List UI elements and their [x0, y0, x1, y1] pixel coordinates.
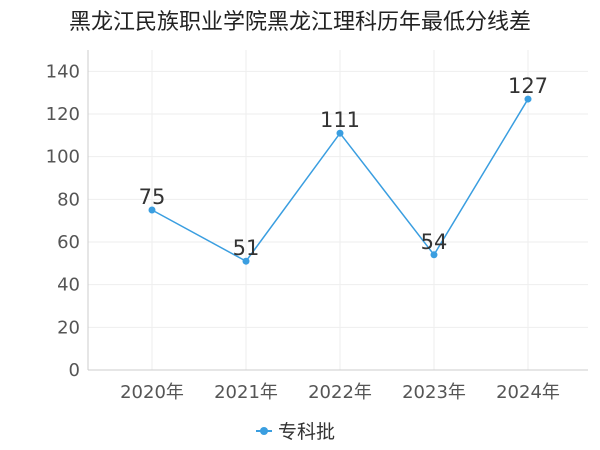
data-label: 51 — [233, 236, 260, 260]
data-label: 111 — [320, 108, 360, 132]
y-tick-label: 80 — [57, 189, 80, 210]
axes — [87, 50, 588, 371]
data-point — [242, 257, 250, 265]
x-tick-label: 2023年 — [402, 382, 466, 403]
data-point — [148, 206, 156, 214]
legend-marker-icon — [260, 427, 268, 435]
y-tick-label: 40 — [57, 275, 80, 296]
legend[interactable]: 专科批 — [256, 421, 335, 443]
data-point — [524, 95, 532, 103]
x-tick-label: 2021年 — [214, 382, 278, 403]
y-tick-label: 60 — [57, 232, 80, 253]
series-layer — [148, 95, 532, 265]
data-labels: 75 51 111 54 127 — [139, 74, 548, 260]
y-tick-label: 100 — [46, 147, 80, 168]
legend-label: 专科批 — [278, 421, 335, 443]
data-label: 127 — [508, 74, 548, 98]
x-tick-label: 2024年 — [496, 382, 560, 403]
y-tick-label: 20 — [57, 317, 80, 338]
x-tick-labels: 2020年 2021年 2022年 2023年 2024年 — [120, 382, 560, 403]
data-label: 75 — [139, 185, 166, 209]
y-tick-label: 140 — [46, 61, 80, 82]
y-tick-label: 120 — [46, 104, 80, 125]
y-tick-labels: 0 20 40 60 80 100 120 140 — [46, 61, 80, 381]
chart-title: 黑龙江民族职业学院黑龙江理科历年最低分线差 — [68, 10, 531, 35]
x-tick-label: 2020年 — [120, 382, 184, 403]
x-tick-label: 2022年 — [308, 382, 372, 403]
data-label: 54 — [421, 230, 448, 254]
grid-lines — [88, 50, 588, 371]
data-point — [430, 251, 438, 259]
y-tick-label: 0 — [69, 360, 80, 381]
data-point — [336, 129, 344, 137]
